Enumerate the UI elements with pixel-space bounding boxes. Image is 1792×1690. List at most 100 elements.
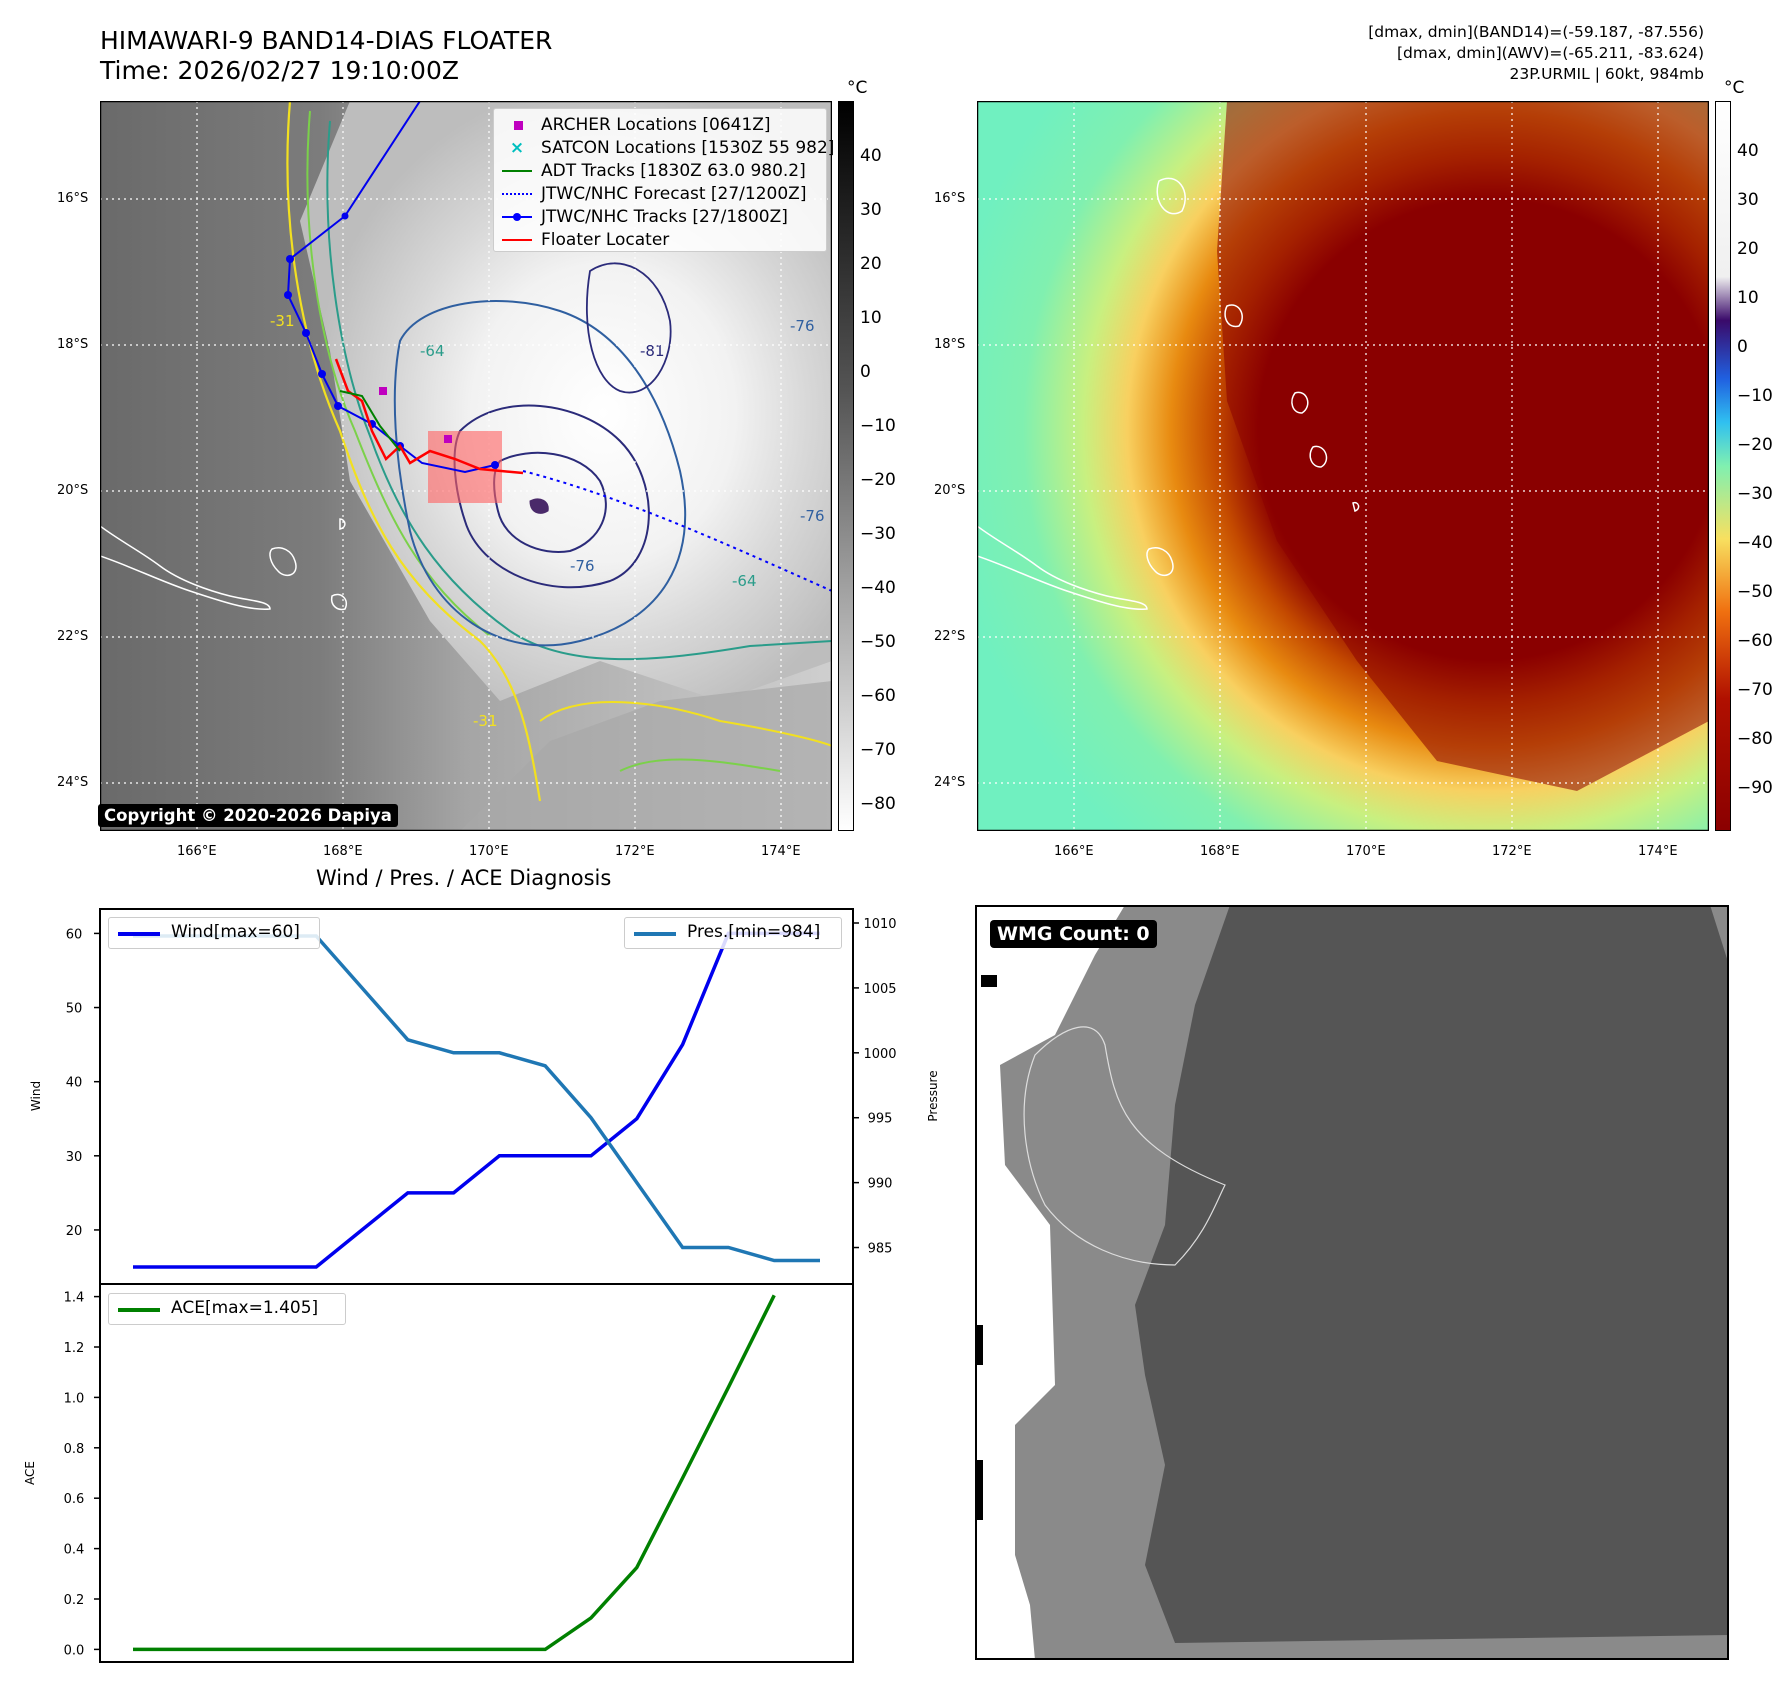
colorbar-right-tick: −60 [1737, 631, 1773, 651]
contour-label: -81 [640, 342, 665, 360]
legend-archer: ARCHER Locations [0641Z] [502, 115, 771, 135]
colorbar-right-tick: −70 [1737, 680, 1773, 700]
wmg-dark-zone [1135, 905, 1729, 1643]
legend-adt: ADT Tracks [1830Z 63.0 980.2] [502, 161, 806, 181]
info-storm: 23P.URMIL | 60kt, 984mb [1509, 65, 1704, 83]
colorbar-right-tick: −30 [1737, 484, 1773, 504]
lat-tick: 20°S [934, 483, 966, 498]
lat-tick: 22°S [57, 629, 89, 644]
awv-map-panel [977, 101, 1709, 831]
lat-tick: 24°S [934, 775, 966, 790]
wmg-coastline [1023, 1026, 1226, 1266]
colorbar-left-tick: −80 [860, 794, 896, 814]
aceTicks-tick-label: 0.2 [64, 1593, 85, 1608]
windTicks-tick-label: 50 [66, 1002, 83, 1017]
loyalty-island [1146, 547, 1174, 577]
colorbar-right-tick: −10 [1737, 386, 1773, 406]
contour-blue-outer [393, 300, 687, 647]
contour-coldest [529, 498, 549, 514]
forecast-legend-icon [502, 193, 532, 195]
contour-label: -64 [420, 342, 445, 360]
aceTicks-tick-label: 1.2 [64, 1341, 85, 1356]
title-satellite: HIMAWARI-9 BAND14-DIAS FLOATER [100, 26, 553, 55]
contour-label: -76 [790, 317, 815, 335]
colorbar-left-tick: −60 [860, 686, 896, 706]
lat-tick: 20°S [57, 483, 89, 498]
info-block: [dmax, dmin](BAND14)=(-59.187, -87.556) … [1368, 22, 1704, 85]
windTicks-tick-label: 60 [66, 927, 83, 942]
wind-legend-label: Wind[max=60] [171, 922, 300, 942]
archer-marker [444, 435, 452, 443]
contour-label: -76 [570, 557, 595, 575]
colorbar-left-tick: −40 [860, 578, 896, 598]
wmg-black-patch [981, 975, 997, 987]
awv-frame [977, 101, 1709, 831]
presTicks-tick-label: 985 [868, 1242, 893, 1257]
island [1352, 501, 1360, 512]
presTicks-tick-label: 990 [868, 1177, 893, 1192]
awv-dry-core [1217, 101, 1709, 791]
archer-legend-icon [514, 121, 523, 130]
contour-yellow-south [539, 701, 832, 747]
archer-marker [379, 387, 387, 395]
colorbar-left-tick: 10 [860, 308, 882, 328]
wind-pres-frame [99, 908, 854, 1285]
island [1309, 445, 1328, 468]
colorbar-right-tick: −90 [1737, 778, 1773, 798]
colorbar-left-tick: −70 [860, 740, 896, 760]
colorbar-left-tick: −20 [860, 470, 896, 490]
lon-tick: 166°E [1054, 844, 1094, 859]
colorbar-left-tick: 20 [860, 254, 882, 274]
contour-label: -76 [800, 507, 825, 525]
info-awv: [dmax, dmin](AWV)=(-65.211, -83.624) [1397, 44, 1704, 62]
ace-series-line [133, 1294, 776, 1652]
aceTicks-tick-label: 0.6 [64, 1492, 85, 1507]
wmg-panel [975, 905, 1729, 1660]
colorbar-left-tick: 0 [860, 362, 871, 382]
presTicks-tick-label: 1010 [863, 917, 896, 932]
colorbar-right-unit: °C [1724, 78, 1745, 98]
windTicks-tick-label: 40 [66, 1076, 83, 1091]
aceTicks-tick-label: 1.4 [64, 1291, 85, 1306]
map-legend: ARCHER Locations [0641Z] × SATCON Locatio… [493, 108, 834, 252]
island [1291, 391, 1309, 414]
colorbar-right-tick: 10 [1737, 288, 1759, 308]
contour-teal-west [326, 120, 832, 661]
wind-axis-label: Wind [29, 1081, 43, 1111]
lat-tick: 24°S [57, 775, 89, 790]
wind-legend-icon [118, 932, 160, 936]
island [330, 593, 347, 611]
colorbar-right-tick: 40 [1737, 141, 1759, 161]
colorbar-right-tick: −50 [1737, 582, 1773, 602]
lat-tick: 16°S [934, 191, 966, 206]
new-caledonia-coast [100, 525, 271, 611]
adt-legend-icon [502, 170, 532, 172]
wind-legend: Wind[max=60] [108, 917, 320, 949]
colorbar-right-tick: 0 [1737, 337, 1748, 357]
lon-tick: 168°E [323, 844, 363, 859]
lat-tick: 18°S [57, 337, 89, 352]
ace-axis-label: ACE [23, 1461, 37, 1485]
contour-label: -64 [732, 572, 757, 590]
ace-axis: 1.4 1.2 1.0 0.8 0.6 0.4 0.2 0.0 [64, 1291, 100, 1658]
cloud-band-south [460, 681, 832, 831]
jtwc-legend-icon [502, 213, 532, 221]
pressure-legend-label: Pres.[min=984] [687, 922, 821, 942]
lat-tick: 16°S [57, 191, 89, 206]
jtwc-track-points [284, 212, 499, 469]
ace-legend-label: ACE[max=1.405] [171, 1298, 319, 1318]
lon-tick: 172°E [1492, 844, 1532, 859]
colorbar-right-tick: −20 [1737, 435, 1773, 455]
contour-green-south [619, 758, 781, 772]
chart-title: HIMAWARI-9 BAND14-DIAS FLOATER Time: 202… [100, 26, 552, 86]
wmg-black-patch [975, 1325, 983, 1365]
contour-north-cell [586, 262, 672, 394]
pressure-series-line [133, 934, 820, 1263]
pressure-legend: Pres.[min=984] [624, 917, 842, 949]
windTicks-tick-label: 20 [66, 1224, 83, 1239]
lat-tick: 22°S [934, 629, 966, 644]
legend-jtwc: JTWC/NHC Tracks [27/1800Z] [502, 207, 788, 227]
aceTicks-tick-label: 0.0 [64, 1643, 85, 1658]
satcon-legend-icon: × [509, 138, 525, 158]
